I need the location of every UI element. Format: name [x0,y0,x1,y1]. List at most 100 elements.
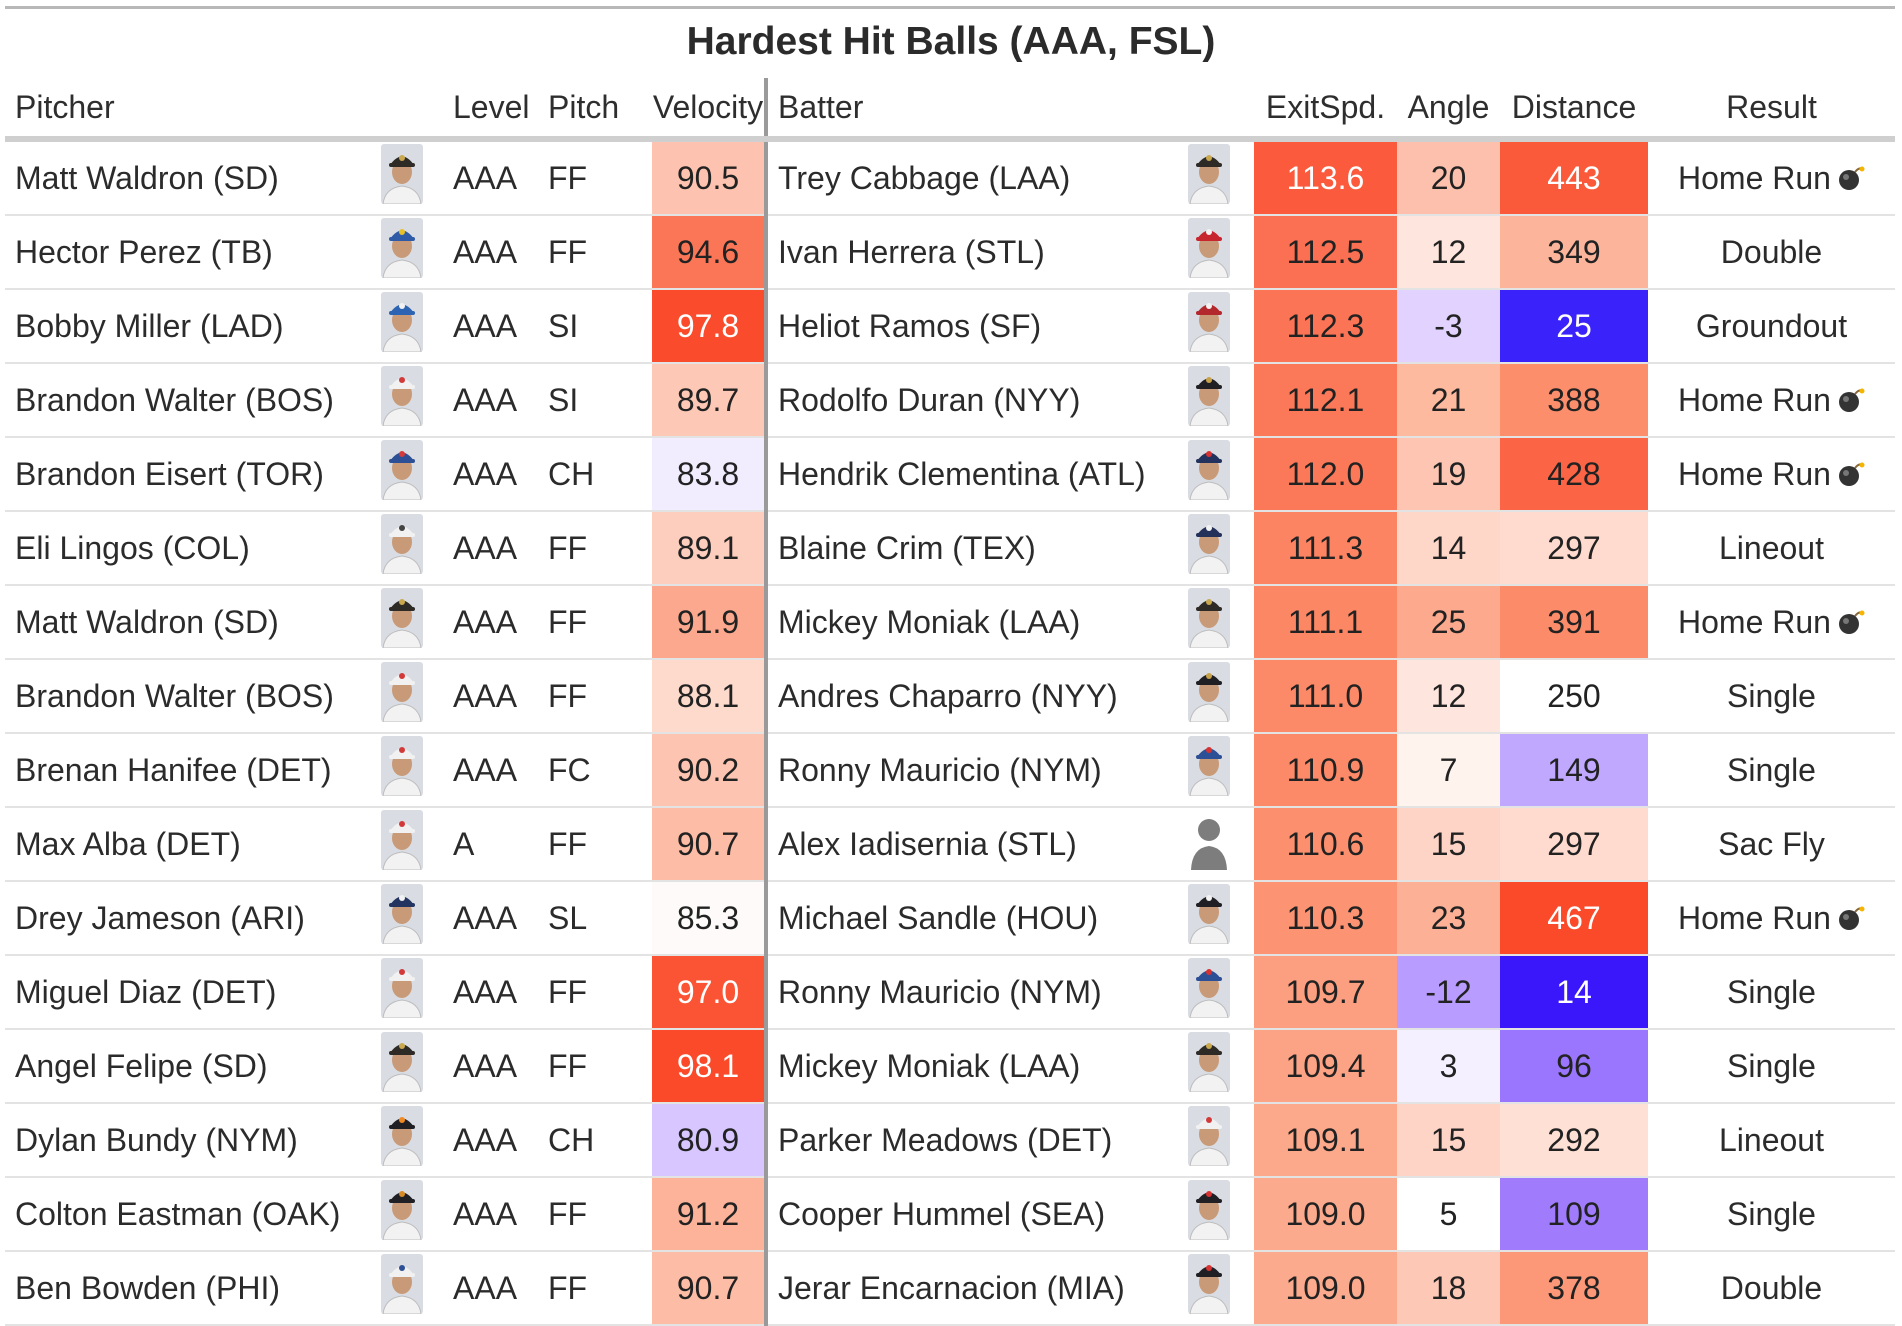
pitch-cell: FF [548,973,588,1010]
batter-name: Heliot Ramos (SF) [778,307,1042,344]
headshot-icon [1188,514,1230,582]
distance-cell: 292 [1500,1103,1648,1177]
headshot-icon [380,958,423,1026]
headshot-icon [380,144,423,212]
table-row: Eli Lingos (COL) AAA FF 89.1 Blaine Crim (TE… [5,511,1895,585]
headshot-icon [380,588,423,656]
result-cell: Home Run [1648,437,1895,511]
headshot-icon [1188,366,1230,434]
pitcher-name: Brandon Walter (BOS) [15,677,334,714]
exitspd-cell: 110.3 [1254,881,1397,955]
header-batter[interactable]: Batter [778,88,864,125]
header-level[interactable]: Level [453,88,530,125]
header-distance[interactable]: Distance [1511,88,1637,125]
header-pitcher[interactable]: Pitcher [15,88,115,125]
table-row: Ben Bowden (PHI) AAA FF 90.7 Jerar Encarnaci… [5,1251,1895,1325]
table-row: Max Alba (DET) A FF 90.7 Alex Iadisernia (ST… [5,807,1895,881]
batter-photo [1164,733,1254,807]
headshot-icon [1188,1032,1230,1100]
velocity-cell: 94.6 [652,215,768,289]
headshot-icon [380,736,423,804]
distance-cell: 378 [1500,1251,1648,1325]
result-cell: Sac Fly [1648,807,1895,881]
headshot-icon [380,1032,423,1100]
velocity-cell: 98.1 [652,1029,768,1103]
pitch-cell: CH [548,1121,595,1158]
bomb-icon [1831,604,1865,640]
result-label: Home Run [1678,899,1831,936]
batter-photo [1164,955,1254,1029]
exitspd-cell: 111.1 [1254,585,1397,659]
velocity-cell: 88.1 [652,659,768,733]
distance-cell: 391 [1500,585,1648,659]
batter-photo [1164,139,1254,215]
table-row: Brandon Eisert (TOR) AAA CH 83.8 Hendrik Cle… [5,437,1895,511]
header-pitch[interactable]: Pitch [548,88,620,125]
result-cell: Home Run [1648,585,1895,659]
result-cell: Single [1648,1029,1895,1103]
pitcher-photo [360,881,443,955]
pitch-cell: FF [548,1269,588,1306]
pitcher-photo [360,733,443,807]
headshot-icon [380,1106,423,1174]
pitcher-photo [360,289,443,363]
exitspd-cell: 111.0 [1254,659,1397,733]
distance-cell: 14 [1500,955,1648,1029]
exitspd-cell: 112.0 [1254,437,1397,511]
pitcher-name: Miguel Diaz (DET) [15,973,277,1010]
table-row: Miguel Diaz (DET) AAA FF 97.0 Ronny Mauricio… [5,955,1895,1029]
velocity-cell: 90.5 [652,139,768,215]
pitcher-photo [360,807,443,881]
pitcher-name: Ben Bowden (PHI) [15,1269,281,1306]
header-angle[interactable]: Angle [1407,88,1490,125]
header-velocity[interactable]: Velocity [652,78,768,139]
pitcher-photo [360,955,443,1029]
angle-cell: 20 [1397,139,1500,215]
distance-cell: 467 [1500,881,1648,955]
pitcher-photo [360,659,443,733]
table-row: Brandon Walter (BOS) AAA FF 88.1 Andres Chap… [5,659,1895,733]
level-cell: AAA [453,307,518,344]
angle-cell: 15 [1397,807,1500,881]
headshot-icon [380,218,423,286]
angle-cell: 3 [1397,1029,1500,1103]
result-cell: Single [1648,659,1895,733]
velocity-cell: 97.8 [652,289,768,363]
level-cell: A [453,825,475,862]
pitcher-name: Colton Eastman (OAK) [15,1195,341,1232]
pitcher-name: Matt Waldron (SD) [15,159,279,196]
pitcher-name: Matt Waldron (SD) [15,603,279,640]
table-row: Dylan Bundy (NYM) AAA CH 80.9 Parker Meadows… [5,1103,1895,1177]
result-cell: Single [1648,733,1895,807]
batter-name: Trey Cabbage (LAA) [778,159,1071,196]
header-exitspd[interactable]: ExitSpd. [1265,88,1386,125]
bomb-icon [1831,160,1865,196]
table-row: Hector Perez (TB) AAA FF 94.6 Ivan Herrera (… [5,215,1895,289]
pitch-cell: FF [548,1047,588,1084]
angle-cell: 12 [1397,215,1500,289]
table-row: Matt Waldron (SD) AAA FF 90.5 Trey Cabbage (… [5,139,1895,215]
headshot-icon [380,514,423,582]
angle-cell: 23 [1397,881,1500,955]
headshot-icon [1188,440,1230,508]
velocity-cell: 83.8 [652,437,768,511]
table-row: Matt Waldron (SD) AAA FF 91.9 Mickey Moniak … [5,585,1895,659]
batter-name: Rodolfo Duran (NYY) [778,381,1081,418]
angle-cell: 15 [1397,1103,1500,1177]
headshot-icon [1188,292,1230,360]
level-cell: AAA [453,1269,518,1306]
bomb-icon [1831,382,1865,418]
pitch-cell: FF [548,233,588,270]
velocity-cell: 89.7 [652,363,768,437]
pitcher-photo [360,363,443,437]
bomb-icon [1831,456,1865,492]
batter-photo [1164,437,1254,511]
result-cell: Double [1648,1251,1895,1325]
headshot-icon [1188,1254,1230,1322]
headshot-icon [1188,662,1230,730]
angle-cell: 14 [1397,511,1500,585]
result-cell: Groundout [1648,289,1895,363]
batter-name: Cooper Hummel (SEA) [778,1195,1106,1232]
angle-cell: 25 [1397,585,1500,659]
header-result[interactable]: Result [1726,88,1817,125]
